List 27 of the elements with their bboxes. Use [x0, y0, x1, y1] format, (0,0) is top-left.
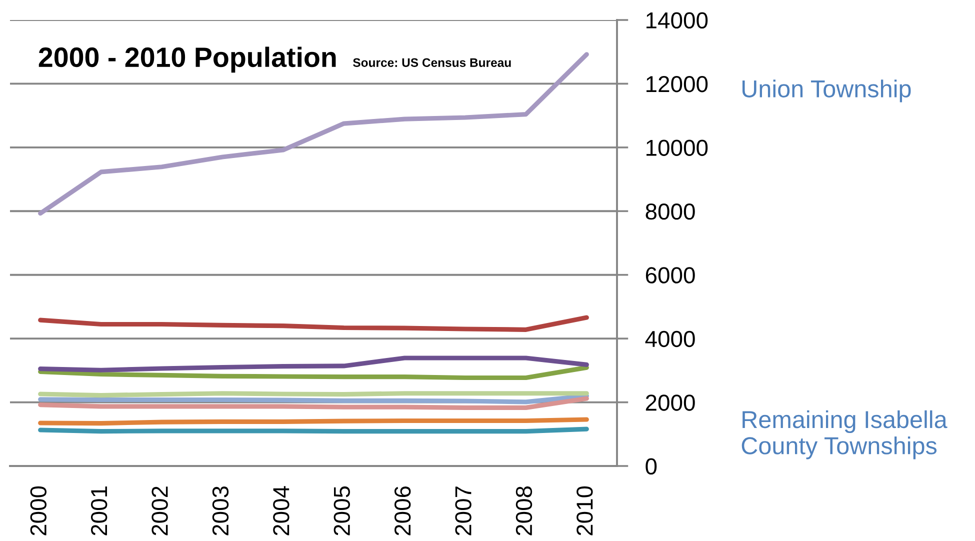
x-tick-label: 2001 [90, 486, 108, 536]
y-tick-label: 2000 [646, 394, 695, 411]
text: Union Township [742, 80, 911, 102]
y-tick-label: 8000 [646, 203, 695, 220]
text: Remaining Isabella County Townships [742, 410, 948, 460]
text: 2000 - 2010 Population [38, 46, 336, 73]
line-series [38, 394, 589, 404]
x-tick-label: 2005 [334, 486, 350, 536]
y-tick-label: 4000 [645, 330, 695, 348]
y-tick-label: 0 [646, 458, 657, 475]
y-tick-label: 6000 [646, 267, 695, 284]
x-tick-label: 2006 [394, 486, 411, 536]
line-series [38, 396, 589, 410]
x-tick-label: 2002 [152, 486, 168, 536]
annotation: Source: US Census Bureau [353, 58, 511, 67]
x-tick-label: 2003 [212, 486, 229, 536]
line-series [38, 356, 589, 372]
x-tick-label: 2010 [576, 486, 593, 536]
x-tick-label: 2008 [516, 486, 532, 536]
line-series [38, 315, 589, 332]
y-tick-label: 14000 [646, 12, 708, 29]
line-series [38, 365, 589, 380]
y-tick-label: 12000 [646, 76, 708, 92]
x-tick-label: 2004 [273, 486, 290, 536]
x-tick-label: 2000 [30, 486, 46, 536]
y-tick-label: 10000 [646, 140, 708, 156]
x-tick-label: 2007 [455, 486, 472, 536]
